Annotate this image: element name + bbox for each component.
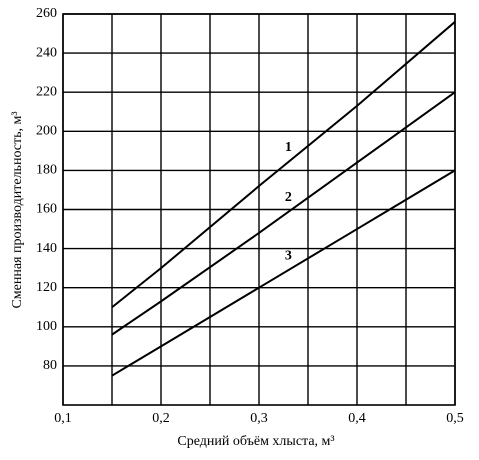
- series-label: 1: [285, 140, 292, 155]
- y-tick-label: 140: [36, 241, 57, 256]
- y-tick-label: 260: [36, 6, 57, 21]
- x-tick-label: 0,2: [152, 411, 170, 426]
- y-tick-label: 100: [36, 319, 57, 334]
- series-label: 2: [285, 190, 292, 205]
- y-tick-label: 220: [36, 84, 57, 99]
- y-tick-label: 180: [36, 163, 57, 178]
- y-axis-title: Сменная производительность, м³: [10, 111, 25, 308]
- y-tick-label: 120: [36, 280, 57, 295]
- line-series: [111, 169, 456, 377]
- x-tick-label: 0,5: [446, 411, 464, 426]
- y-tick-label: 160: [36, 202, 57, 217]
- x-tick-label: 0,4: [348, 411, 366, 426]
- x-axis-title: Средний объём хлыста, м³: [177, 434, 334, 449]
- x-tick-label: 0,1: [54, 411, 72, 426]
- x-tick-label: 0,3: [250, 411, 268, 426]
- line-series: [111, 21, 456, 309]
- series-label: 3: [285, 248, 292, 263]
- line-series: [111, 91, 456, 336]
- y-tick-label: 200: [36, 124, 57, 139]
- y-tick-label: 80: [43, 358, 57, 373]
- y-tick-label: 240: [36, 45, 57, 60]
